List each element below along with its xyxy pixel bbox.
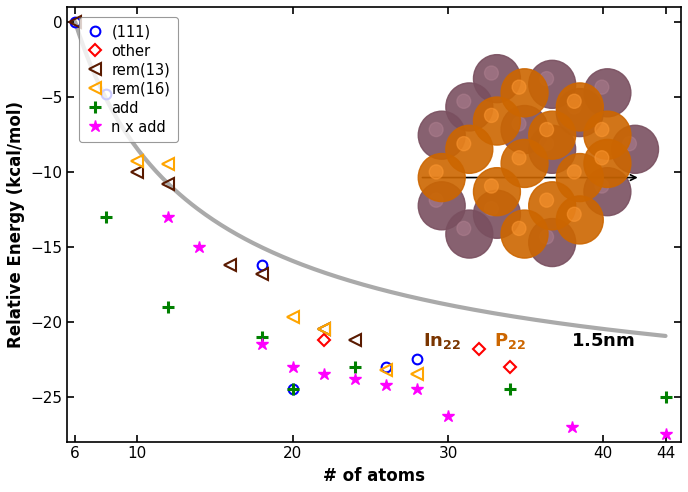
Text: $\mathbf{In_{22}}$: $\mathbf{In_{22}}$ bbox=[423, 331, 462, 351]
Text: $\mathbf{1.5nm}$: $\mathbf{1.5nm}$ bbox=[570, 332, 634, 350]
rem(16) bbox=[164, 161, 173, 167]
(111) bbox=[288, 386, 297, 392]
n x add bbox=[257, 341, 266, 347]
rem(13) bbox=[133, 169, 142, 175]
Line: other: other bbox=[319, 336, 515, 371]
add bbox=[257, 334, 266, 339]
rem(13) bbox=[320, 326, 328, 332]
add bbox=[288, 386, 297, 392]
(111) bbox=[413, 356, 421, 362]
Line: n x add: n x add bbox=[162, 211, 671, 440]
(111) bbox=[102, 91, 110, 97]
other bbox=[320, 337, 328, 342]
rem(16) bbox=[413, 371, 421, 377]
add bbox=[164, 304, 173, 309]
add bbox=[661, 394, 669, 400]
rem(13) bbox=[257, 271, 266, 277]
n x add bbox=[351, 376, 359, 382]
(111) bbox=[71, 19, 79, 25]
(111) bbox=[382, 364, 390, 369]
Line: rem(16): rem(16) bbox=[131, 156, 422, 380]
rem(16) bbox=[320, 326, 328, 332]
add bbox=[351, 364, 359, 369]
n x add bbox=[413, 386, 421, 392]
n x add bbox=[568, 424, 577, 430]
n x add bbox=[288, 364, 297, 369]
n x add bbox=[444, 413, 452, 419]
Y-axis label: Relative Energy (kcal/mol): Relative Energy (kcal/mol) bbox=[7, 101, 25, 348]
Line: rem(13): rem(13) bbox=[69, 16, 361, 345]
rem(16) bbox=[382, 367, 390, 372]
n x add bbox=[320, 371, 328, 377]
other bbox=[475, 346, 483, 352]
Legend: (111), other, rem(13), rem(16), add, n x add: (111), other, rem(13), rem(16), add, n x… bbox=[79, 17, 178, 142]
X-axis label: # of atoms: # of atoms bbox=[323, 467, 425, 485]
n x add bbox=[661, 431, 669, 437]
add bbox=[506, 386, 515, 392]
rem(13) bbox=[226, 262, 235, 268]
rem(13) bbox=[164, 181, 173, 187]
(111) bbox=[257, 262, 266, 268]
Line: (111): (111) bbox=[70, 17, 422, 394]
rem(16) bbox=[288, 314, 297, 320]
add bbox=[102, 214, 110, 220]
n x add bbox=[164, 214, 173, 220]
n x add bbox=[195, 244, 204, 250]
rem(13) bbox=[71, 19, 79, 25]
rem(13) bbox=[351, 337, 359, 342]
n x add bbox=[382, 382, 390, 388]
Line: add: add bbox=[100, 211, 671, 403]
other bbox=[506, 364, 515, 369]
rem(16) bbox=[133, 158, 142, 164]
Text: $\mathbf{P_{22}}$: $\mathbf{P_{22}}$ bbox=[494, 331, 526, 351]
